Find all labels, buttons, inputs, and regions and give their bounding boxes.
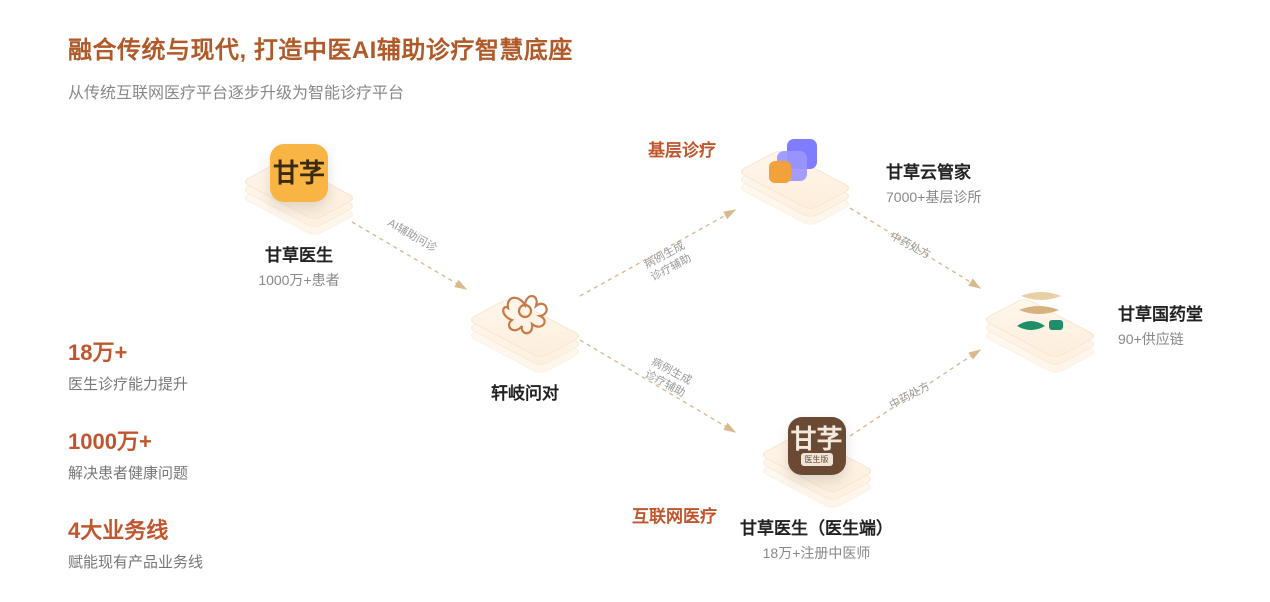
node-name: 甘草云管家: [886, 158, 981, 183]
platform-icon: [985, 270, 1095, 365]
node-clinic: [740, 122, 850, 217]
edge-label: 病例生成诊疗辅助: [642, 239, 694, 285]
platform-icon: 甘芓: [244, 132, 354, 227]
stats-block: 18万+ 医生诊疗能力提升 1000万+ 解决患者健康问题 4大业务线 赋能现有…: [68, 335, 203, 602]
node-patient: 甘芓 甘草医生 1000万+患者: [244, 132, 354, 290]
node-name: 甘草国药堂: [1118, 300, 1203, 325]
header: 融合传统与现代, 打造中医AI辅助诊疗智慧底座 从传统互联网医疗平台逐步升级为智…: [68, 30, 573, 103]
tag-primary-care: 基层诊疗: [648, 136, 716, 161]
node-desc: 1000万+患者: [258, 270, 339, 290]
platform-icon: [470, 270, 580, 365]
node-desc: 18万+注册中医师: [740, 543, 893, 563]
platform-icon: 甘芓 医生版: [762, 405, 872, 500]
stat-label: 解决患者健康问题: [68, 462, 203, 483]
stat-item: 4大业务线 赋能现有产品业务线: [68, 513, 203, 572]
page-title: 融合传统与现代, 打造中医AI辅助诊疗智慧底座: [68, 30, 573, 65]
stat-label: 医生诊疗能力提升: [68, 373, 203, 394]
stat-item: 18万+ 医生诊疗能力提升: [68, 335, 203, 394]
app-subbadge: 医生版: [801, 453, 833, 466]
edge-label: 中药处方: [887, 229, 933, 262]
page-subtitle: 从传统互联网医疗平台逐步升级为智能诊疗平台: [68, 79, 573, 103]
stat-value: 4大业务线: [68, 513, 203, 545]
stat-value: 18万+: [68, 335, 203, 367]
node-desc: 7000+基层诊所: [886, 187, 981, 207]
node-name: 轩岐问对: [491, 379, 559, 404]
node-doctor: 甘芓 医生版 甘草医生（医生端） 18万+注册中医师: [740, 405, 893, 563]
node-name: 甘草医生: [258, 241, 339, 266]
tag-internet-medicine: 互联网医疗: [632, 502, 717, 527]
node-name: 甘草医生（医生端）: [740, 514, 893, 539]
stat-label: 赋能现有产品业务线: [68, 551, 203, 572]
squares-icon: [765, 135, 825, 191]
edge-label: 病例生成诊疗辅助: [642, 355, 694, 401]
node-pharmacy: [985, 270, 1095, 365]
app-glyph: 甘芓: [273, 160, 325, 186]
node-pharmacy-caption: 甘草国药堂 90+供应链: [1118, 300, 1203, 349]
app-tile-brown-icon: 甘芓 医生版: [788, 417, 846, 475]
edge-label: AI辅助问诊: [385, 216, 439, 256]
leaves-icon: [1011, 286, 1069, 336]
app-glyph: 甘芓: [790, 426, 842, 452]
stat-value: 1000万+: [68, 424, 203, 456]
node-core: 轩岐问对: [470, 270, 580, 404]
node-desc: 90+供应链: [1118, 329, 1203, 349]
edge-label: 中药处方: [887, 379, 933, 412]
flower-icon: [496, 282, 554, 340]
platform-icon: [740, 122, 850, 217]
node-clinic-caption: 甘草云管家 7000+基层诊所: [886, 158, 981, 207]
stat-item: 1000万+ 解决患者健康问题: [68, 424, 203, 483]
app-tile-yellow-icon: 甘芓: [270, 144, 328, 202]
